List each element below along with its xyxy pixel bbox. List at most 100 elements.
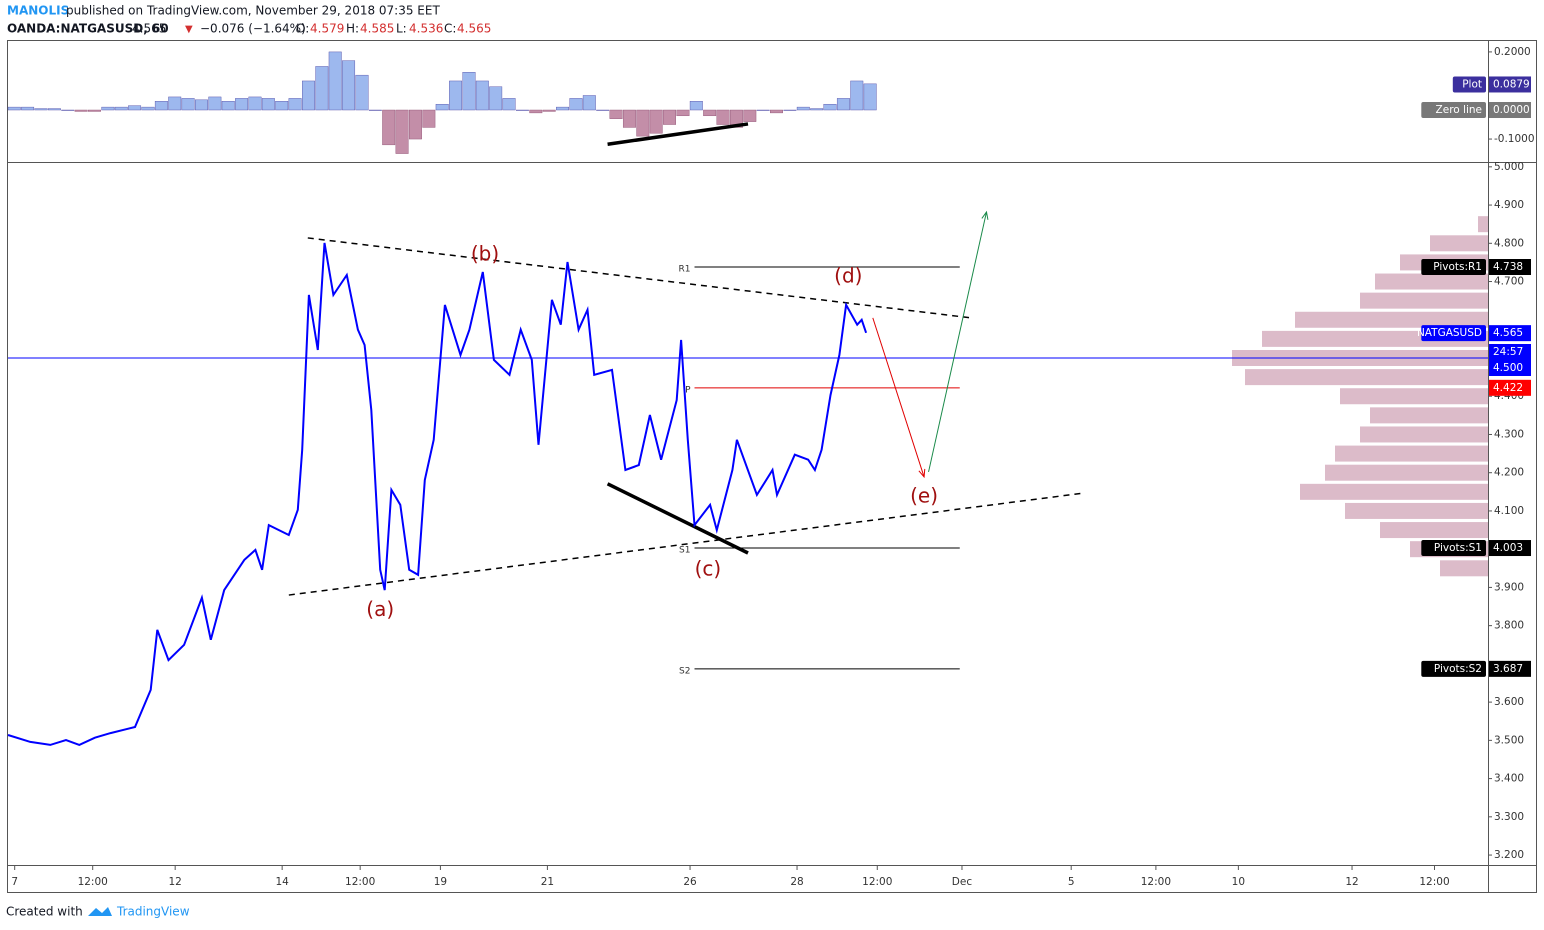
last-price: 4.565	[132, 22, 166, 36]
osc-bar	[703, 109, 717, 117]
trendline	[307, 237, 971, 319]
y-tick-label: 3.500	[1494, 734, 1524, 746]
osc-bar	[836, 98, 850, 111]
badge-value-bg	[1489, 660, 1531, 677]
arrow-head	[981, 210, 989, 220]
volume-profile-bar	[1245, 369, 1488, 386]
wave-label: (a)	[366, 597, 394, 621]
badge-value-bg	[1489, 325, 1531, 342]
footer-brand[interactable]: TradingView	[116, 905, 190, 919]
high-label: H:	[346, 22, 359, 36]
osc-bar	[88, 109, 101, 112]
volume-profile-bar	[1375, 273, 1488, 290]
osc-bar	[235, 98, 249, 111]
volume-profile-bar	[1335, 445, 1488, 462]
countdown: 24:57	[1493, 346, 1523, 358]
osc-bar	[689, 101, 703, 111]
open-label: O:	[296, 22, 309, 36]
osc-bar	[663, 109, 677, 125]
price-line	[7, 242, 868, 746]
osc-bar	[195, 99, 208, 111]
osc-bar	[128, 105, 142, 111]
osc-bar	[61, 109, 75, 111]
trendline	[288, 492, 1085, 596]
open: 4.579	[310, 22, 344, 36]
badge-name-bg	[1421, 660, 1486, 677]
osc-bar	[154, 101, 168, 111]
osc-bar	[770, 109, 783, 114]
osc-bar	[475, 80, 489, 111]
badge-value: 4.422	[1493, 382, 1523, 394]
x-tick-label: 19	[434, 876, 447, 888]
volume-profile-bar	[1295, 311, 1488, 328]
osc-bar	[409, 109, 422, 140]
osc-bar	[302, 80, 315, 111]
osc-bar	[502, 98, 516, 111]
x-tick-label: 10	[1232, 876, 1245, 888]
osc-bar	[636, 109, 650, 137]
y-tick-label: 3.400	[1494, 773, 1524, 785]
osc-bar	[342, 60, 356, 111]
volume-profile-bar	[1300, 483, 1488, 500]
osc-bar	[315, 66, 329, 111]
osc-bar	[261, 98, 275, 111]
publish-info: published on TradingView.com, November 2…	[66, 4, 440, 18]
osc-bar	[435, 103, 449, 111]
close-label: C:	[444, 22, 456, 36]
x-tick-label: 12:00	[78, 876, 108, 888]
osc-bar	[168, 96, 182, 111]
pivot-label: S2	[679, 666, 690, 676]
y-tick-label: 4.900	[1494, 199, 1524, 211]
close: 4.565	[457, 22, 491, 36]
x-tick-label: Dec	[952, 876, 973, 888]
tradingview-logo[interactable]	[88, 907, 112, 916]
osc-bar	[141, 106, 155, 111]
osc-bar	[823, 103, 837, 111]
osc-bar	[221, 101, 235, 111]
osc-bar	[716, 109, 730, 125]
osc-bar	[729, 109, 743, 128]
wave-label: (b)	[471, 241, 499, 265]
y-tick-label: 3.600	[1494, 696, 1524, 708]
badge-name-bg	[1421, 540, 1486, 557]
osc-badge-bg	[1452, 76, 1486, 93]
projection-arrow	[872, 317, 925, 478]
osc-bar	[542, 109, 556, 112]
y-tick-label: 5.000	[1494, 161, 1524, 173]
osc-bar	[743, 109, 757, 122]
author[interactable]: MANOLIS	[7, 4, 69, 18]
badge-name-bg	[1421, 325, 1486, 342]
x-tick-label: 12	[1345, 876, 1358, 888]
x-tick-label: 12:00	[1141, 876, 1171, 888]
footer-text: Created with	[6, 905, 83, 919]
volume-profile-bar	[1430, 235, 1488, 252]
osc-bar	[569, 98, 583, 111]
volume-profile-bar	[1440, 560, 1488, 577]
osc-bar	[489, 86, 503, 111]
osc-badge-name: Zero line	[1436, 104, 1482, 116]
osc-bar	[609, 109, 623, 119]
current-price-badge-bg	[1489, 344, 1531, 376]
osc-bar	[756, 109, 770, 111]
osc-bar	[649, 109, 663, 134]
osc-y-tick-label: 0.2000	[1494, 46, 1531, 58]
osc-badge-value-bg	[1489, 76, 1531, 93]
volume-profile-bar	[1340, 388, 1488, 405]
osc-bar	[7, 106, 21, 111]
volume-profile-bar	[1370, 407, 1488, 424]
x-tick-label: 12	[168, 876, 181, 888]
x-tick-label: 5	[1068, 876, 1075, 888]
pivot-label: S1	[679, 546, 690, 556]
osc-badge-bg	[1421, 102, 1486, 119]
osc-bar	[101, 106, 115, 111]
low: 4.536	[409, 22, 443, 36]
osc-bar	[248, 96, 262, 111]
badge-value-bg	[1489, 540, 1531, 557]
x-tick-label: 28	[790, 876, 803, 888]
y-tick-label: 3.200	[1494, 849, 1524, 861]
osc-bar	[114, 106, 128, 111]
trendline	[606, 482, 749, 555]
osc-bar	[529, 109, 543, 114]
volume-profile-bar	[1478, 216, 1488, 233]
osc-bar	[368, 109, 382, 111]
